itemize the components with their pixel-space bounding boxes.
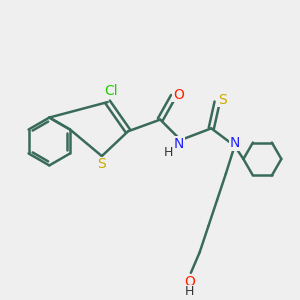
Text: O: O (184, 274, 195, 289)
Text: O: O (173, 88, 184, 102)
Text: S: S (218, 93, 227, 107)
Text: N: N (230, 136, 240, 150)
Text: N: N (174, 136, 184, 151)
Text: H: H (185, 285, 194, 298)
Text: Cl: Cl (104, 84, 118, 98)
Text: S: S (97, 157, 106, 171)
Text: H: H (164, 146, 173, 159)
